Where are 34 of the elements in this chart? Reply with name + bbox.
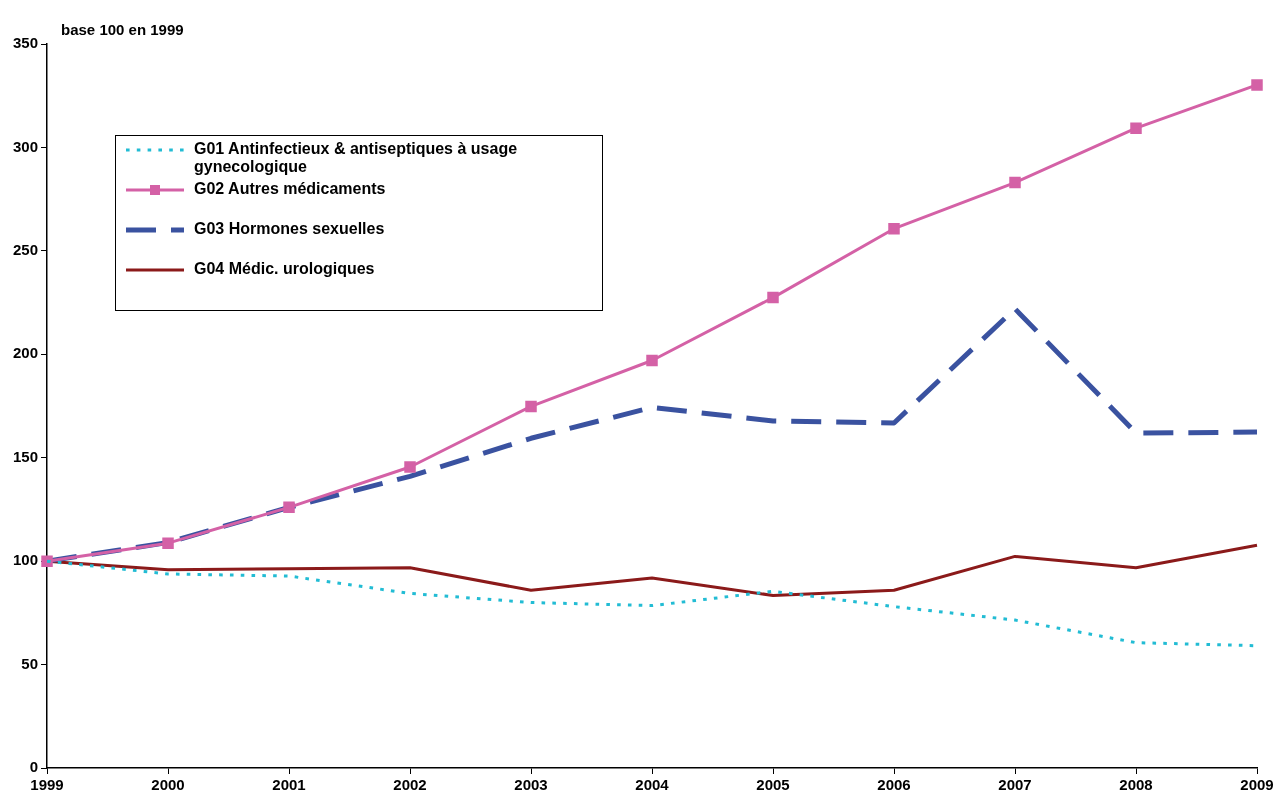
legend-label: G04 Médic. urologiques bbox=[194, 260, 375, 278]
x-tick-label: 2003 bbox=[514, 776, 548, 794]
point bbox=[525, 400, 537, 413]
y-tick-label: 300 bbox=[13, 137, 39, 155]
y-tick-label: 0 bbox=[29, 758, 39, 776]
x-tick-label: 2001 bbox=[272, 776, 306, 794]
y-tick-label: 200 bbox=[13, 344, 39, 362]
x-tick-label: 2007 bbox=[998, 776, 1032, 794]
x-tick-label: 2006 bbox=[877, 776, 911, 794]
point bbox=[1130, 122, 1142, 134]
x-tick-label: 2009 bbox=[1240, 776, 1274, 794]
point bbox=[767, 291, 779, 304]
point bbox=[1009, 176, 1021, 189]
legend-label: G03 Hormones sexuelles bbox=[194, 220, 385, 238]
y-tick-label: 250 bbox=[13, 241, 39, 258]
y-axis-title: base 100 en 1999 bbox=[61, 20, 184, 38]
y-tick-label: 100 bbox=[13, 551, 39, 569]
x-tick-label: 2005 bbox=[756, 776, 790, 794]
point bbox=[162, 537, 174, 549]
legend-label: G01 Antinfectieux & antiseptiques à usage gynecologique bbox=[194, 140, 519, 176]
y-tick-label: 150 bbox=[13, 447, 39, 465]
x-tick-label: 1999 bbox=[30, 776, 64, 794]
x-tick-label: 2002 bbox=[393, 776, 427, 794]
legend-label: G02 Autres médicaments bbox=[194, 180, 386, 198]
point bbox=[404, 461, 416, 473]
y-tick-label: 50 bbox=[21, 654, 39, 672]
x-tick-label: 2004 bbox=[635, 776, 670, 794]
point bbox=[283, 501, 295, 514]
point bbox=[646, 354, 658, 367]
x-tick-label: 2008 bbox=[1119, 776, 1153, 794]
point bbox=[888, 222, 900, 235]
x-tick-label: 2000 bbox=[151, 776, 185, 794]
y-tick-label: 350 bbox=[13, 34, 39, 52]
point bbox=[1251, 79, 1263, 91]
